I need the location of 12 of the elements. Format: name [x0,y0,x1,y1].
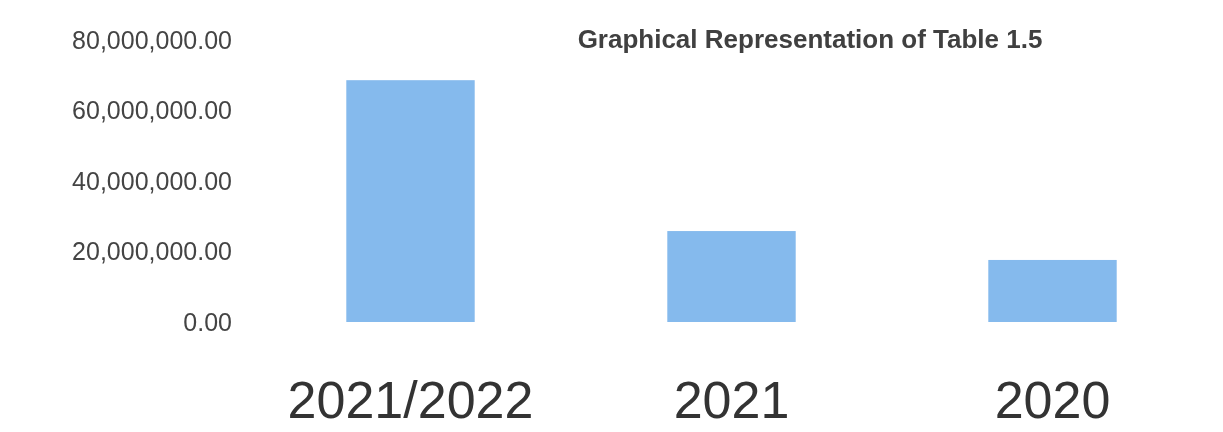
y-tick-label: 20,000,000.00 [72,237,232,266]
x-tick-label: 2021/2022 [287,371,534,429]
x-tick-label: 2020 [994,371,1111,429]
y-tick-label: 80,000,000.00 [72,25,232,54]
chart-title: Graphical Representation of Table 1.5 [577,24,1043,54]
y-tick-label: 0.00 [183,307,232,336]
x-tick-label: 2021 [673,371,790,429]
y-tick-label: 60,000,000.00 [72,96,232,125]
bar [667,231,796,322]
bar [988,259,1117,322]
bar [346,80,475,322]
y-tick-label: 40,000,000.00 [72,166,232,195]
